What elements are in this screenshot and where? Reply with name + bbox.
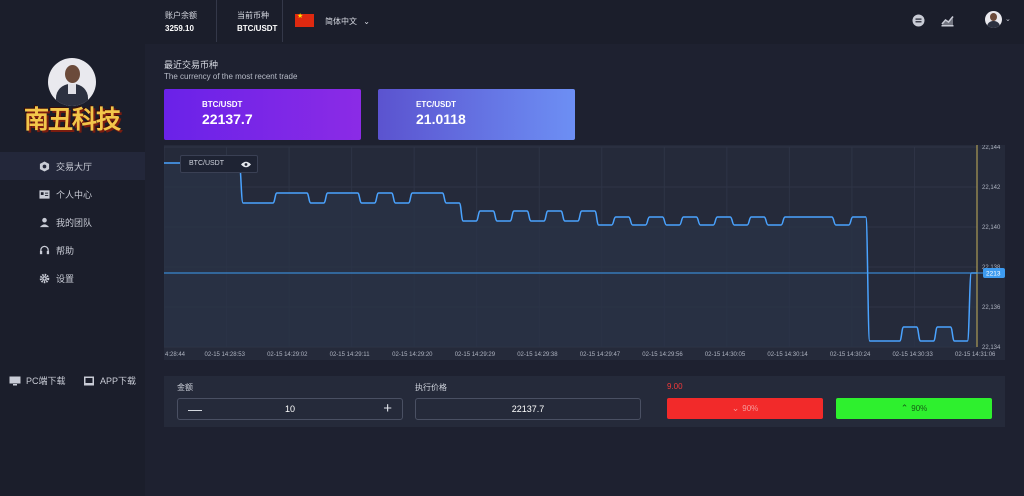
x-tick-label: 02-15 14:29:56 <box>642 352 683 358</box>
sidebar-item-team[interactable]: 我的团队 <box>0 208 145 236</box>
brand-logo: 南丑科技 <box>24 105 121 134</box>
x-tick-label: 02-15 14:30:14 <box>767 352 808 358</box>
sidebar-nav: 交易大厅 个人中心 我的团队 帮助 设置 <box>0 152 145 292</box>
x-tick-label: 02-15 14:28:53 <box>205 352 246 358</box>
currency-label: 当前币种 <box>237 11 269 20</box>
recent-card-etc[interactable]: ETC/USDT 21.0118 <box>378 89 575 140</box>
x-tick-label: 02-15 14:30:33 <box>892 352 933 358</box>
price-chart[interactable]: 22,14422,14222,14022,13822,13622,1344:28… <box>164 145 1005 360</box>
x-tick-label: 02-15 14:29:38 <box>517 352 558 358</box>
minus-button[interactable]: — <box>188 401 202 417</box>
recent-card-btc[interactable]: BTC/USDT 22137.7 <box>164 89 361 140</box>
current-price-label: 2213 <box>986 271 1001 278</box>
y-tick-label: 22,144 <box>982 145 1001 151</box>
user-avatar[interactable] <box>985 11 1002 28</box>
amount-label: 金额 <box>177 383 193 392</box>
trade-panel: 金额 — 10 + 执行价格 22137.7 9.00 ⌄ 90% ⌃ 90% <box>164 376 1005 427</box>
current-currency: 当前币种 BTC/USDT <box>217 0 283 42</box>
id-card-icon <box>39 190 50 199</box>
chart-series-name: BTC/USDT <box>189 160 224 167</box>
balance-value: 3259.10 <box>165 24 194 33</box>
down-payout-label: 90% <box>742 404 759 413</box>
up-payout-label: 90% <box>911 404 928 413</box>
plus-button[interactable]: + <box>383 400 392 417</box>
account-balance: 账户余额 3259.10 <box>145 0 217 42</box>
page-subtitle: The currency of the most recent trade <box>164 72 298 81</box>
buy-down-button[interactable]: ⌄ 90% <box>667 398 823 419</box>
sidebar-item-trading-hall[interactable]: 交易大厅 <box>0 152 145 180</box>
sidebar-item-label: 交易大厅 <box>56 161 93 172</box>
y-tick-label: 22,134 <box>982 345 1001 351</box>
download-links: PC端下载 APP下载 <box>0 372 145 388</box>
balance-label: 账户余额 <box>165 11 197 20</box>
x-tick-label: 02-15 14:29:47 <box>580 352 621 358</box>
chevron-down-icon: ⌄ <box>731 403 740 413</box>
chart-series-tag[interactable]: BTC/USDT <box>180 155 258 173</box>
price-area <box>164 163 977 347</box>
china-flag-icon[interactable] <box>295 12 314 27</box>
x-tick-label: 02-15 14:29:11 <box>330 352 371 358</box>
headset-icon <box>39 245 50 255</box>
chevron-up-icon: ⌃ <box>900 403 909 413</box>
execution-price-field[interactable]: 22137.7 <box>415 398 641 420</box>
x-tick-label: 02-15 14:30:24 <box>830 352 871 358</box>
card-symbol: BTC/USDT <box>202 100 243 109</box>
sidebar-item-label: 帮助 <box>56 245 75 256</box>
y-tick-label: 22,142 <box>982 185 1001 191</box>
current-price-badge <box>983 268 1005 278</box>
sidebar-item-help[interactable]: 帮助 <box>0 236 145 264</box>
sidebar: 南丑科技 交易大厅 个人中心 我的团队 帮助 设置 <box>0 0 145 496</box>
x-tick-label: 02-15 14:29:29 <box>455 352 496 358</box>
gear-icon <box>39 273 50 284</box>
eye-icon[interactable] <box>241 161 251 168</box>
sidebar-item-settings[interactable]: 设置 <box>0 264 145 292</box>
language-select[interactable]: 简体中文 ⌄ <box>325 16 370 27</box>
price-line <box>164 162 977 342</box>
pc-download-label: PC端下载 <box>26 376 66 386</box>
phone-icon <box>84 376 94 385</box>
sidebar-item-profile[interactable]: 个人中心 <box>0 180 145 208</box>
buy-up-button[interactable]: ⌃ 90% <box>836 398 992 419</box>
monitor-icon <box>9 376 21 385</box>
chat-icon[interactable] <box>912 14 925 27</box>
app-download-link[interactable]: APP下载 <box>83 374 136 387</box>
profit-value: 9.00 <box>667 382 683 391</box>
sidebar-item-label: 我的团队 <box>56 217 93 228</box>
execution-price-label: 执行价格 <box>415 383 447 392</box>
amount-stepper[interactable]: — 10 + <box>177 398 403 420</box>
x-tick-label: 02-15 14:30:05 <box>705 352 746 358</box>
price-chart-svg: 22,14422,14222,14022,13822,13622,1344:28… <box>164 145 1005 358</box>
hexagon-icon <box>39 161 50 172</box>
language-label: 简体中文 <box>325 17 357 26</box>
card-value: 21.0118 <box>416 111 466 127</box>
avatar[interactable] <box>48 58 96 106</box>
y-tick-label: 22,136 <box>982 305 1001 311</box>
chart-trend-icon[interactable] <box>941 14 954 27</box>
x-tick-label: 4:28:44 <box>165 352 186 358</box>
pc-download-link[interactable]: PC端下载 <box>9 374 66 387</box>
x-tick-label: 02-15 14:31:06 <box>955 352 996 358</box>
chevron-down-icon[interactable]: ⌄ <box>1005 16 1011 23</box>
team-icon <box>39 217 50 228</box>
sidebar-item-label: 个人中心 <box>56 189 93 200</box>
top-bar: 账户余额 3259.10 当前币种 BTC/USDT 简体中文 ⌄ ⌄ <box>145 0 1024 44</box>
amount-value[interactable]: 10 <box>284 404 295 414</box>
card-value: 22137.7 <box>202 111 253 127</box>
card-symbol: ETC/USDT <box>416 100 456 109</box>
x-tick-label: 02-15 14:29:02 <box>267 352 308 358</box>
page-title: 最近交易币种 <box>164 60 219 70</box>
y-tick-label: 22,140 <box>982 225 1001 231</box>
sidebar-item-label: 设置 <box>56 273 75 284</box>
currency-value: BTC/USDT <box>237 24 278 33</box>
x-tick-label: 02-15 14:29:20 <box>392 352 433 358</box>
app-download-label: APP下载 <box>100 376 137 386</box>
chevron-down-icon: ⌄ <box>363 17 370 26</box>
